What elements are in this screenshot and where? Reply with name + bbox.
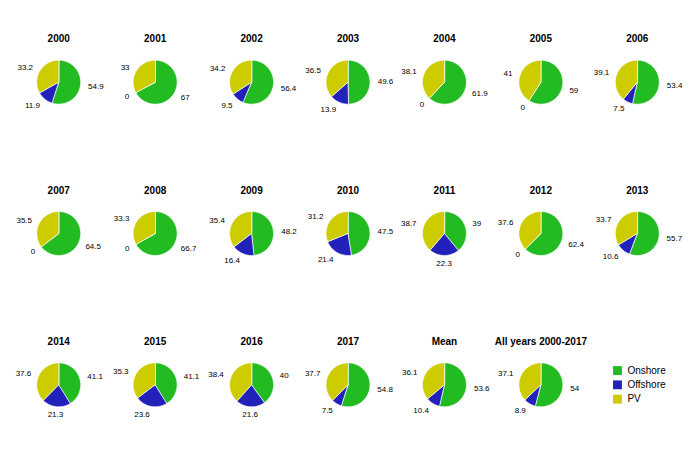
svg-text:33.2: 33.2 (17, 63, 33, 72)
svg-text:0: 0 (125, 92, 130, 101)
svg-text:10.6: 10.6 (603, 252, 619, 261)
svg-text:16.4: 16.4 (224, 256, 240, 265)
svg-text:2000: 2000 (48, 33, 71, 44)
svg-text:2010: 2010 (337, 185, 360, 196)
svg-text:53.4: 53.4 (667, 81, 683, 90)
svg-text:49.6: 49.6 (378, 77, 394, 86)
svg-text:38.1: 38.1 (401, 67, 417, 76)
svg-text:31.2: 31.2 (308, 212, 324, 221)
svg-text:21.3: 21.3 (48, 410, 64, 419)
svg-text:11.9: 11.9 (25, 101, 41, 110)
svg-text:2007: 2007 (48, 185, 71, 196)
svg-text:35.3: 35.3 (113, 367, 129, 376)
svg-text:0: 0 (125, 244, 130, 253)
svg-text:39.1: 39.1 (594, 68, 610, 77)
svg-text:61.9: 61.9 (472, 89, 488, 98)
svg-text:36.5: 36.5 (305, 66, 321, 75)
svg-text:38.4: 38.4 (208, 370, 224, 379)
svg-text:38.7: 38.7 (401, 219, 417, 228)
svg-text:2004: 2004 (433, 33, 456, 44)
svg-text:0: 0 (516, 250, 521, 259)
svg-text:35.5: 35.5 (16, 216, 32, 225)
svg-text:0: 0 (520, 103, 525, 112)
svg-text:59: 59 (569, 86, 578, 95)
svg-text:48.2: 48.2 (281, 227, 297, 236)
svg-text:56.4: 56.4 (281, 84, 297, 93)
svg-text:2006: 2006 (626, 33, 649, 44)
svg-text:21.4: 21.4 (318, 255, 334, 264)
svg-text:55.7: 55.7 (667, 234, 683, 243)
svg-text:54.9: 54.9 (88, 82, 104, 91)
svg-text:All years 2000-2017: All years 2000-2017 (495, 336, 588, 347)
svg-text:62.4: 62.4 (568, 240, 584, 249)
svg-text:2012: 2012 (530, 185, 553, 196)
svg-text:39: 39 (472, 219, 481, 228)
svg-text:37.1: 37.1 (498, 369, 514, 378)
svg-text:Offshore: Offshore (627, 379, 666, 390)
svg-text:2002: 2002 (240, 33, 263, 44)
svg-text:40: 40 (280, 371, 289, 380)
svg-text:64.5: 64.5 (85, 242, 101, 251)
svg-text:2011: 2011 (434, 185, 456, 196)
svg-text:7.5: 7.5 (322, 406, 334, 415)
svg-text:33.3: 33.3 (114, 214, 130, 223)
svg-text:2008: 2008 (144, 185, 167, 196)
svg-text:22.3: 22.3 (436, 259, 452, 268)
svg-text:2014: 2014 (48, 336, 71, 347)
svg-text:37.6: 37.6 (498, 218, 514, 227)
svg-text:0: 0 (31, 247, 36, 256)
svg-text:23.6: 23.6 (134, 410, 150, 419)
svg-text:33.7: 33.7 (596, 215, 612, 224)
svg-text:41.1: 41.1 (184, 372, 200, 381)
svg-text:9.5: 9.5 (221, 101, 233, 110)
svg-text:54.8: 54.8 (377, 385, 393, 394)
svg-text:21.6: 21.6 (242, 410, 258, 419)
svg-text:53.6: 53.6 (474, 384, 490, 393)
svg-text:PV: PV (627, 393, 641, 404)
svg-text:41.1: 41.1 (87, 372, 103, 381)
svg-text:36.1: 36.1 (402, 368, 418, 377)
svg-text:37.7: 37.7 (305, 369, 321, 378)
svg-text:2001: 2001 (144, 33, 167, 44)
svg-text:2017: 2017 (337, 336, 360, 347)
svg-text:54: 54 (570, 384, 579, 393)
svg-text:2005: 2005 (530, 33, 553, 44)
svg-text:47.5: 47.5 (378, 227, 394, 236)
svg-text:35.4: 35.4 (209, 216, 225, 225)
svg-text:2009: 2009 (240, 185, 263, 196)
svg-text:41: 41 (503, 69, 512, 78)
svg-text:Mean: Mean (432, 336, 458, 347)
svg-text:7.5: 7.5 (613, 104, 625, 113)
svg-text:2013: 2013 (626, 185, 649, 196)
svg-text:37.6: 37.6 (16, 369, 32, 378)
svg-text:2003: 2003 (337, 33, 360, 44)
svg-text:2015: 2015 (144, 336, 167, 347)
svg-text:Onshore: Onshore (627, 365, 666, 376)
svg-text:8.9: 8.9 (515, 406, 527, 415)
svg-text:0: 0 (420, 100, 425, 109)
svg-text:67: 67 (181, 93, 190, 102)
svg-text:13.9: 13.9 (321, 105, 337, 114)
svg-text:10.4: 10.4 (413, 406, 429, 415)
svg-text:34.2: 34.2 (210, 64, 226, 73)
svg-text:66.7: 66.7 (181, 244, 197, 253)
svg-text:2016: 2016 (240, 336, 263, 347)
svg-text:33: 33 (121, 63, 130, 72)
